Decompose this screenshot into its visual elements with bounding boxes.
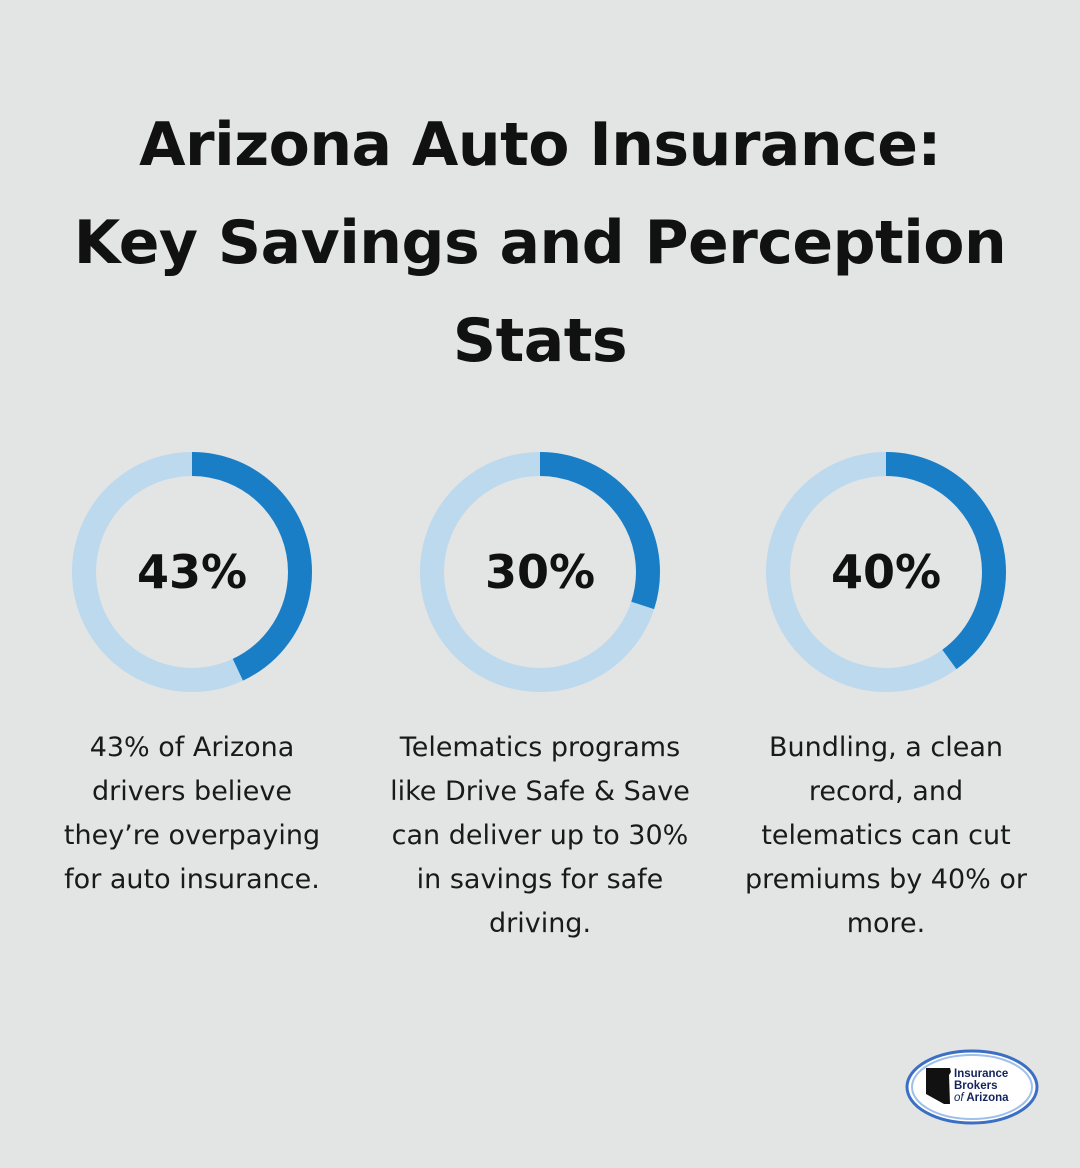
logo-line-2: Brokers: [954, 1080, 998, 1092]
logo-text: Insurance Brokers of Arizona: [954, 1068, 1009, 1104]
logo-line-3-prefix: of: [954, 1092, 964, 1104]
logo-emblem-icon: [905, 1049, 1039, 1125]
donut-value-2: 30%: [484, 545, 596, 599]
donut-chart-2: 30%: [420, 452, 660, 692]
donut-value-3: 40%: [830, 545, 942, 599]
logo-line-3-main: Arizona: [966, 1092, 1009, 1104]
donut-value-1: 43%: [136, 545, 248, 599]
donut-svg-1: [72, 452, 312, 692]
logo-line-1: Insurance: [954, 1068, 1009, 1080]
title-line-1: Arizona Auto Insurance:: [139, 110, 941, 180]
company-logo: Insurance Brokers of Arizona: [904, 1048, 1040, 1126]
title-line-2: Key Savings and Perception: [73, 208, 1007, 278]
donut-svg-2: [420, 452, 660, 692]
donut-chart-3: 40%: [766, 452, 1006, 692]
stat-description-3: Bundling, a clean record, and telematics…: [744, 732, 1028, 939]
donut-chart-1: 43%: [72, 452, 312, 692]
page-title: Arizona Auto Insurance: Key Savings and …: [0, 96, 1080, 390]
stat-card-3: 40% Bundling, a clean record, and telema…: [726, 452, 1046, 946]
donut-fill-2: [420, 452, 660, 692]
logo-line-3: of Arizona: [954, 1092, 1009, 1104]
stat-card-1: 43% 43% of Arizona drivers believe they’…: [32, 452, 352, 902]
stat-description-2: Telematics programs like Drive Safe & Sa…: [390, 732, 690, 939]
donut-fill-3: [766, 452, 1006, 692]
donut-fill-1: [72, 452, 312, 692]
donut-svg-3: [766, 452, 1006, 692]
stat-card-2: 30% Telematics programs like Drive Safe …: [380, 452, 700, 946]
title-line-3: Stats: [452, 306, 628, 376]
stat-description-1: 43% of Arizona drivers believe they’re o…: [63, 732, 321, 895]
